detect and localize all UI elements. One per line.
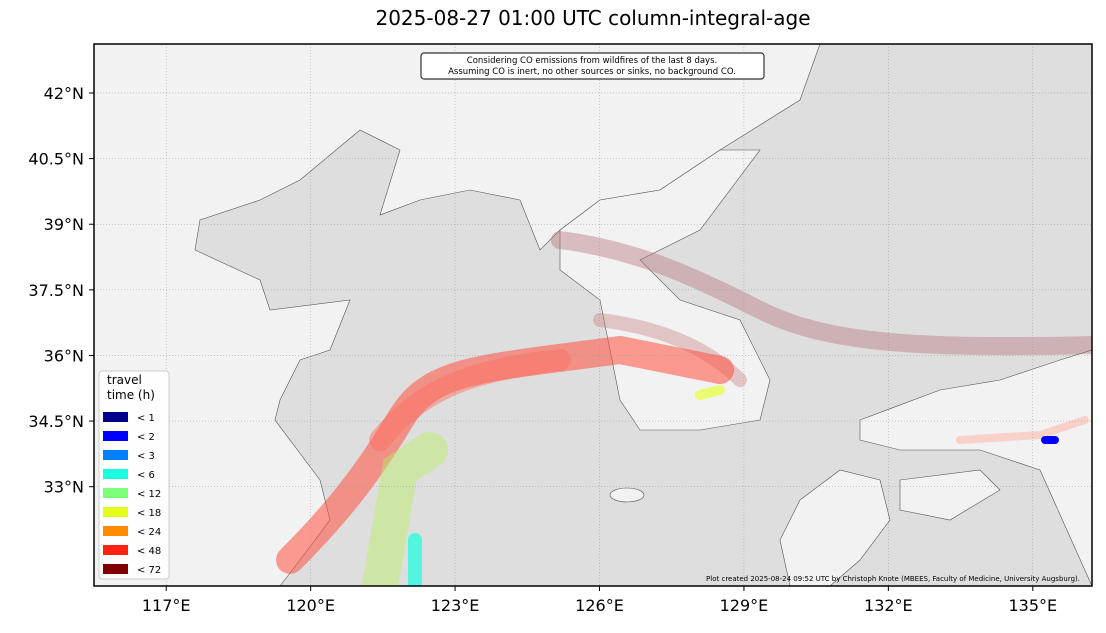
legend-swatch xyxy=(103,526,128,536)
legend-label: < 1 xyxy=(137,413,155,424)
y-tick-label: 34.5°N xyxy=(28,412,84,431)
y-tick-label: 40.5°N xyxy=(28,150,84,169)
note-line: Considering CO emissions from wildfires … xyxy=(467,56,717,66)
legend-swatch xyxy=(103,545,128,555)
legend-label: < 72 xyxy=(137,565,161,576)
legend-label: < 2 xyxy=(137,432,155,443)
legend-swatch xyxy=(103,431,128,441)
note-background xyxy=(420,52,765,80)
x-tick-label: 132°E xyxy=(864,596,913,615)
y-tick-label: 36°N xyxy=(44,346,84,365)
map-layer xyxy=(94,44,1092,586)
x-tick-label: 135°E xyxy=(1008,596,1057,615)
x-tick-label: 123°E xyxy=(431,596,480,615)
legend-title: time (h) xyxy=(107,388,155,402)
legend-swatch xyxy=(103,412,128,422)
legend-swatch xyxy=(103,488,128,498)
x-tick-label: 126°E xyxy=(575,596,624,615)
legend-swatch xyxy=(103,564,128,574)
legend-swatch xyxy=(103,450,128,460)
x-tick-label: 129°E xyxy=(720,596,769,615)
y-tick-label: 39°N xyxy=(44,215,84,234)
credit: Plot created 2025-08-24 09:52 UTC by Chr… xyxy=(706,575,1080,583)
legend: travel time (h) < 1 < 2 < 3 < 6 < 12 < 18 < 24… xyxy=(98,370,170,580)
note-box: Considering CO emissions from wildfires … xyxy=(420,52,765,80)
legend-label: < 3 xyxy=(137,451,155,462)
y-tick-label: 33°N xyxy=(44,478,84,497)
legend-label: < 24 xyxy=(137,527,161,538)
legend-title: travel xyxy=(107,373,142,387)
legend-label: < 6 xyxy=(137,470,155,481)
y-tick-label: 42°N xyxy=(44,84,84,103)
x-tick-label: 117°E xyxy=(142,596,191,615)
legend-swatch xyxy=(103,507,128,517)
chart-title: 2025-08-27 01:00 UTC column-integral-age xyxy=(375,6,810,30)
frame xyxy=(93,43,1093,587)
grid xyxy=(94,44,1092,586)
legend-label: < 48 xyxy=(137,546,161,557)
note-line: Assuming CO is inert, no other sources o… xyxy=(448,67,736,77)
x-tick-label: 120°E xyxy=(286,596,335,615)
y-tick-label: 37.5°N xyxy=(28,281,84,300)
legend-label: < 12 xyxy=(137,489,161,500)
legend-swatch xyxy=(103,469,128,479)
plumes xyxy=(276,231,1092,586)
legend-label: < 18 xyxy=(137,508,161,519)
